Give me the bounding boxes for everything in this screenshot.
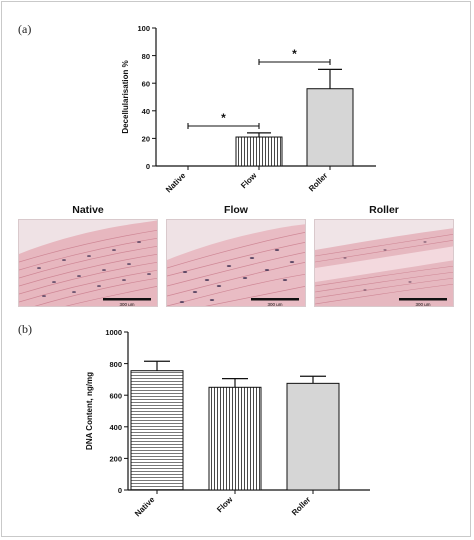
y-tick-label: 200 (109, 455, 122, 464)
x-tick-label-roller: Roller (290, 495, 312, 517)
x-tick-label-native: Native (133, 495, 157, 519)
micrograph-flow-image: 300 μm (167, 220, 305, 307)
significance-star: * (292, 47, 297, 61)
y-tick-label: 0 (146, 162, 150, 171)
y-axis-label: Decellularisation % (121, 60, 130, 133)
bar-flow (208, 386, 262, 491)
panel-label-b: (b) (18, 322, 32, 336)
y-tick-label: 1000 (105, 328, 122, 337)
y-tick-label: 60 (142, 79, 150, 88)
y-tick-label: 20 (142, 135, 150, 144)
scale-bar-native (103, 298, 151, 301)
y-tick-label: 0 (118, 486, 122, 495)
bar-roller (306, 88, 354, 167)
x-tick-label-roller: Roller (307, 171, 329, 193)
scale-bar-roller (399, 298, 447, 301)
scale-label-roller: 300 μm (415, 302, 430, 307)
chart-a-decellularisation: 0 20 40 60 80 100 Decellularisation % Native Flo… (121, 24, 376, 195)
micrograph-title-flow: Flow (224, 204, 248, 216)
scale-label-flow: 300 μm (267, 302, 282, 307)
y-tick-label: 40 (142, 107, 150, 116)
bar-native (130, 370, 184, 491)
y-axis-label: DNA Content, ng/mg (85, 372, 94, 450)
bar-flow (235, 136, 283, 167)
micrograph-native-image: 300 μm (19, 220, 157, 307)
x-tick-label-native: Native (164, 171, 188, 195)
significance-star: * (221, 111, 226, 125)
micrograph-flow: 300 μm (166, 219, 306, 307)
bar-roller (286, 382, 340, 491)
scale-bar-flow (251, 298, 299, 301)
micrograph-title-roller: Roller (369, 204, 399, 216)
y-tick-label: 600 (109, 391, 122, 400)
y-tick-label: 100 (137, 24, 150, 33)
chart-b-dna-content: 0 200 400 600 800 1000 DNA Content, ng/mg Nativ… (85, 328, 370, 519)
y-tick-label: 400 (109, 423, 122, 432)
y-tick-label: 80 (142, 52, 150, 61)
micrograph-roller: 300 μm (314, 219, 454, 307)
x-tick-label-flow: Flow (239, 171, 259, 191)
x-tick-label-flow: Flow (215, 495, 235, 515)
micrograph-roller-image: 300 μm (315, 220, 453, 307)
scale-label-native: 300 μm (119, 302, 134, 307)
y-tick-label: 800 (109, 360, 122, 369)
panel-label-a: (a) (18, 22, 32, 36)
micrograph-native: 300 μm (18, 219, 158, 307)
micrograph-title-native: Native (72, 204, 104, 216)
